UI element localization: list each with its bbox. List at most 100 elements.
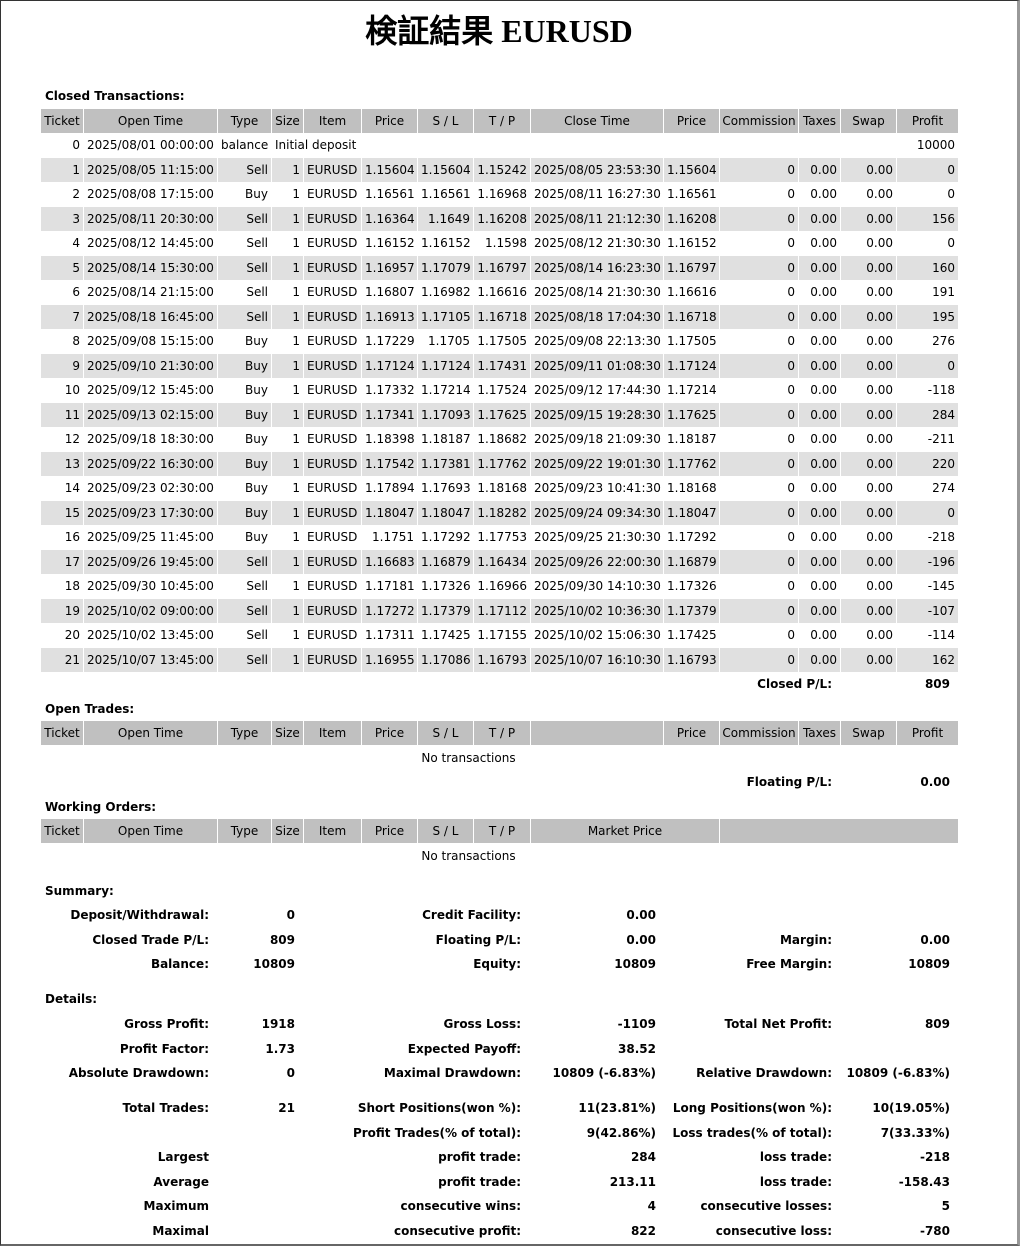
cell: 1 <box>292 628 300 643</box>
cell: 0.00 <box>866 432 893 447</box>
transaction-row: 21 2025/10/07 13:45:00 Sell 1 EURUSD 1.16955 1… <box>41 648 958 672</box>
field-value: -218 <box>919 1150 950 1164</box>
field-value: 809 <box>269 932 295 947</box>
cell: 1.16807 <box>365 285 415 300</box>
cell: EURUSD <box>304 501 361 525</box>
cell: 0 <box>897 501 958 525</box>
cell: 1 <box>272 550 303 574</box>
field-value: 4 <box>647 1199 656 1213</box>
cell: 2025/08/18 17:04:30 <box>531 305 663 329</box>
cell: 2025/08/11 16:27:30 <box>534 187 661 202</box>
cell: 0.00 <box>841 599 896 623</box>
cell: 1.16793 <box>664 648 719 672</box>
cell: Buy <box>245 530 268 545</box>
cell: 2 <box>72 187 80 202</box>
cell: 1.18047 <box>362 501 417 525</box>
cell: 1.1705 <box>428 334 470 349</box>
cell: 0 <box>720 452 798 476</box>
field-label: Gross Loss: <box>443 1017 521 1031</box>
cell: 2025/08/05 11:15:00 <box>84 158 217 182</box>
cell: 1.16616 <box>477 285 527 300</box>
field-label: consecutive loss: <box>715 1223 832 1238</box>
column-header: Item <box>304 819 361 843</box>
cell: Buy <box>218 501 271 525</box>
cell: 2025/09/22 16:30:00 <box>84 452 217 476</box>
cell: 1.17379 <box>418 599 473 623</box>
cell: 1.16152 <box>365 236 415 251</box>
cell: 1.17272 <box>362 599 417 623</box>
cell: 1.17093 <box>418 403 473 427</box>
column-header: S / L <box>418 819 473 843</box>
column-header: Commission <box>720 721 798 745</box>
cell: 1 <box>41 158 83 182</box>
transaction-row: 9 2025/09/10 21:30:00 Buy 1 EURUSD 1.17124 1.1… <box>41 354 958 378</box>
title: 検証結果 EURUSD <box>365 13 633 49</box>
cell: 1.17079 <box>418 256 473 280</box>
column-header: T / P <box>474 109 530 133</box>
cell: 0 <box>787 236 795 251</box>
column-header: Swap <box>841 109 896 133</box>
cell: 0.00 <box>841 648 896 672</box>
cell: -145 <box>927 579 955 594</box>
cell: -118 <box>927 383 955 398</box>
cell: 2025/09/18 18:30:00 <box>87 432 214 447</box>
cell: 0.00 <box>841 305 896 329</box>
field-label: consecutive profit: <box>393 1223 521 1238</box>
cell: 1.1751 <box>372 530 414 545</box>
cell: 1.16718 <box>664 305 719 329</box>
cell: 1.17292 <box>421 530 471 545</box>
transaction-row: 2 2025/08/08 17:15:00 Buy 1 EURUSD 1.16561 1.1… <box>41 183 958 207</box>
column-header: Profit <box>897 109 958 133</box>
column-header: Item <box>304 109 361 133</box>
field-value: 1918 <box>261 1017 295 1031</box>
cell: 1 <box>272 256 303 280</box>
cell: 1.18047 <box>664 501 719 525</box>
cell: 1 <box>272 354 303 378</box>
transaction-row: 15 2025/09/23 17:30:00 Buy 1 EURUSD 1.18047 1.… <box>41 501 958 525</box>
cell: 2025/10/02 10:36:30 <box>531 599 663 623</box>
field-label: Deposit/Withdrawal: <box>70 908 209 922</box>
cell: 3 <box>41 207 83 231</box>
cell: 2025/08/11 20:30:00 <box>84 207 217 231</box>
cell: EURUSD <box>304 452 361 476</box>
cell: 1.17214 <box>421 383 471 398</box>
field-label: Credit Facility: <box>422 908 521 922</box>
cell: 220 <box>897 452 958 476</box>
cell: 0.00 <box>866 236 893 251</box>
column-header: Type <box>218 721 271 745</box>
cell: 0.00 <box>866 334 893 349</box>
cell: EURUSD <box>307 187 358 202</box>
cell: 1.17379 <box>664 599 719 623</box>
field-value: 5 <box>941 1199 950 1213</box>
cell: 0 <box>787 579 795 594</box>
transaction-row: 19 2025/10/02 09:00:00 Sell 1 EURUSD 1.17272 1… <box>41 599 958 623</box>
field-label: Gross Profit: <box>124 1017 209 1031</box>
total-label: Closed P/L: <box>757 677 832 691</box>
cell: 2025/10/07 16:10:30 <box>531 648 663 672</box>
cell: 1 <box>292 432 300 447</box>
column-header: Type <box>218 109 271 133</box>
cell: 10 <box>64 383 80 398</box>
cell: EURUSD <box>304 648 361 672</box>
cell: 1.17155 <box>477 628 527 643</box>
cell: 1.17292 <box>667 530 717 545</box>
cell: 1.17542 <box>362 452 417 476</box>
cell: 1.17332 <box>365 383 415 398</box>
cell: 0.00 <box>841 452 896 476</box>
cell: 20 <box>64 628 80 643</box>
cell: 1 <box>292 530 300 545</box>
cell: Sell <box>218 256 271 280</box>
cell: 2025/09/23 10:41:30 <box>534 481 661 496</box>
transaction-row: 1 2025/08/05 11:15:00 Sell 1 EURUSD 1.15604 1.… <box>41 158 958 182</box>
cell: 0 <box>897 354 958 378</box>
field-label: Absolute Drawdown: <box>68 1066 209 1080</box>
column-header: Size <box>272 819 303 843</box>
column-header: Profit <box>897 721 958 745</box>
total-label: Floating P/L: <box>746 775 832 789</box>
column-header: Size <box>272 721 303 745</box>
cell: Buy <box>245 334 268 349</box>
cell: EURUSD <box>304 550 361 574</box>
cell: 1.17326 <box>667 579 717 594</box>
field-label: profit trade: <box>438 1174 521 1189</box>
